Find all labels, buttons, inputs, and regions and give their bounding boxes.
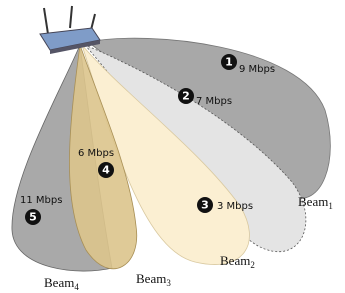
node-rate: 6 Mbps [78, 148, 114, 159]
node-rate: 3 Mbps [217, 201, 253, 212]
beam-label: Beam2 [220, 253, 255, 270]
node-rate: 9 Mbps [239, 64, 275, 75]
beam-label: Beam3 [136, 271, 171, 288]
node-number: 4 [102, 164, 110, 177]
node-number: 5 [29, 211, 37, 224]
node-number: 2 [182, 90, 190, 103]
router [40, 6, 100, 54]
beam-label: Beam1 [298, 194, 333, 211]
diagram: 1 9 Mbps 2 7 Mbps 3 3 Mbps 4 6 Mbps 5 11… [0, 0, 345, 293]
node-rate: 7 Mbps [196, 96, 232, 107]
node-rate: 11 Mbps [20, 195, 62, 206]
node-number: 1 [225, 56, 233, 69]
beam-label: Beam4 [44, 275, 79, 292]
node-number: 3 [201, 199, 209, 212]
